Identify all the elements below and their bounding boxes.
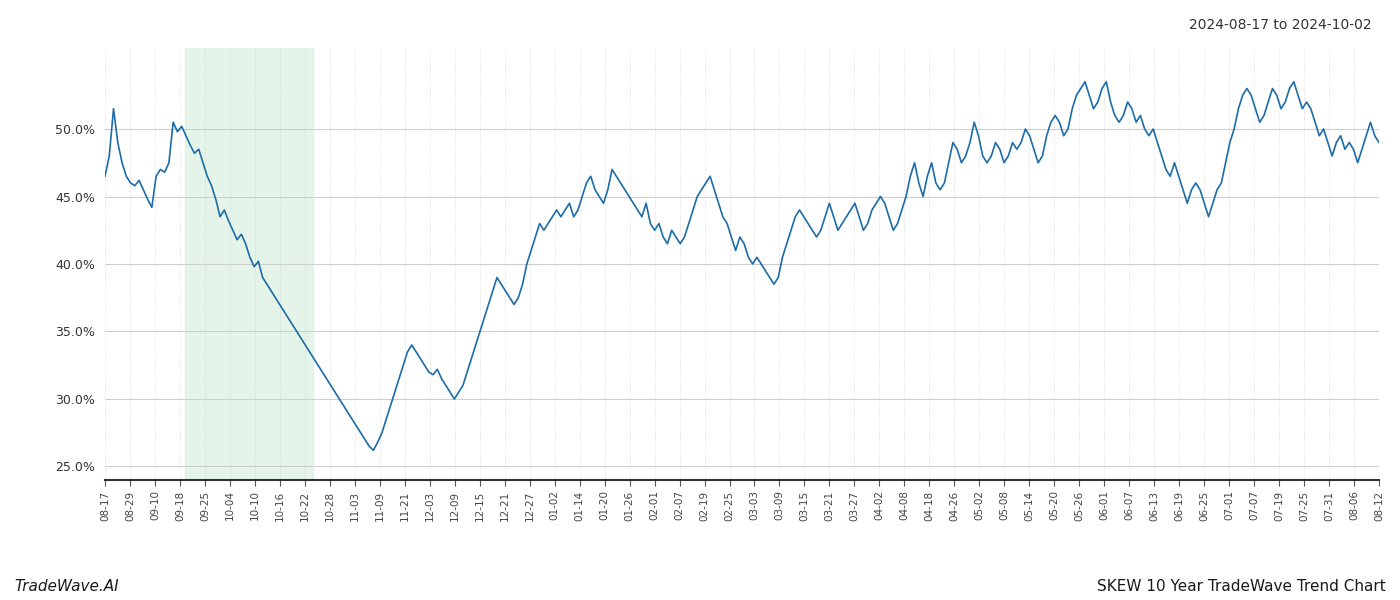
Bar	[185, 48, 312, 480]
Text: 2024-08-17 to 2024-10-02: 2024-08-17 to 2024-10-02	[1190, 18, 1372, 32]
Text: TradeWave.AI: TradeWave.AI	[14, 579, 119, 594]
Text: SKEW 10 Year TradeWave Trend Chart: SKEW 10 Year TradeWave Trend Chart	[1098, 579, 1386, 594]
